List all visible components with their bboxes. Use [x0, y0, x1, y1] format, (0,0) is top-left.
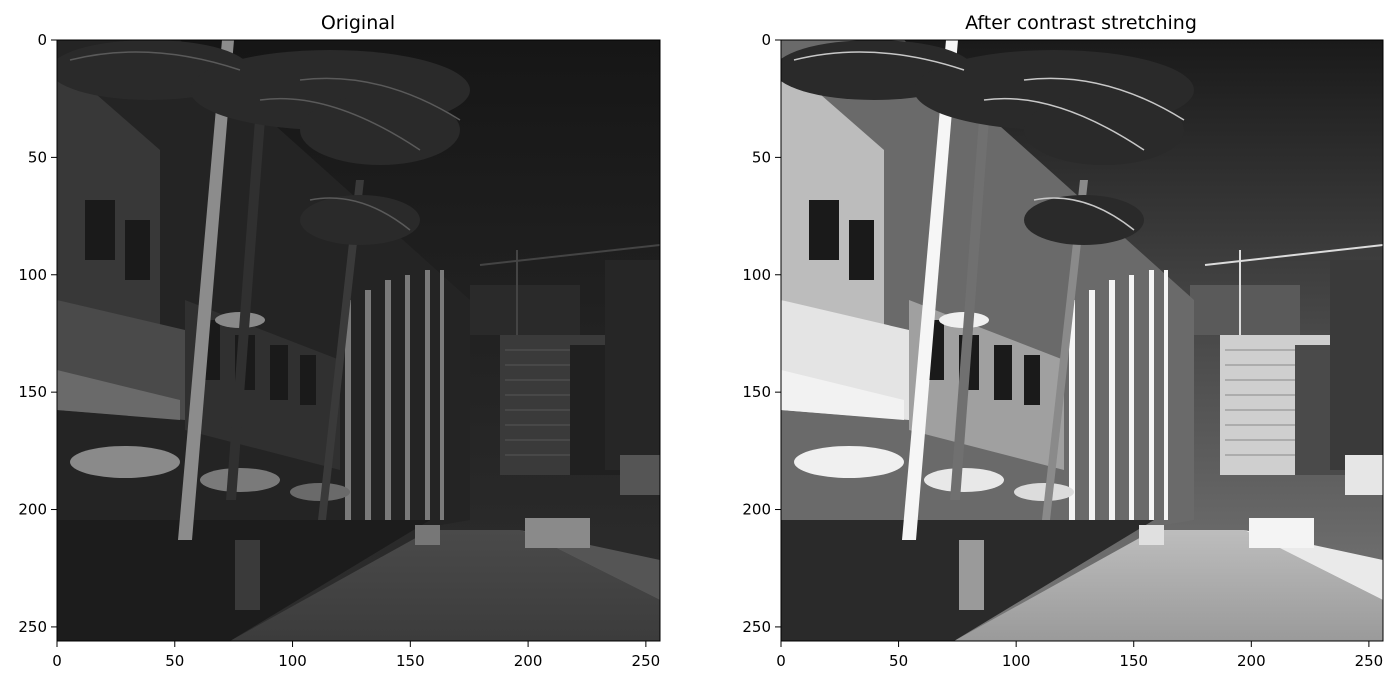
- x-tick-label: 250: [632, 652, 661, 670]
- x-tick-label: 150: [1119, 652, 1148, 670]
- x-tick-label: 100: [278, 652, 307, 670]
- y-tick-label: 200: [742, 501, 771, 519]
- x-tick-label: 0: [52, 652, 62, 670]
- x-tick-label: 200: [514, 652, 543, 670]
- y-tick-label: 150: [18, 383, 47, 401]
- x-tick-label: 50: [165, 652, 184, 670]
- y-tick-label: 100: [18, 266, 47, 284]
- panel-title: After contrast stretching: [965, 12, 1197, 34]
- panel-stretched: After contrast stretching: [742, 12, 1384, 670]
- y-tick-label: 0: [37, 31, 47, 49]
- street-photo-stretched: [781, 40, 1383, 641]
- x-tick-label: 0: [776, 652, 786, 670]
- street-photo-original: [57, 40, 660, 641]
- y-tick-label: 50: [752, 148, 771, 166]
- x-tick-label: 250: [1355, 652, 1384, 670]
- x-tick-label: 150: [396, 652, 425, 670]
- y-tick-label: 100: [742, 266, 771, 284]
- y-tick-label: 50: [28, 148, 47, 166]
- y-tick-label: 250: [742, 618, 771, 636]
- axes-frame: [780, 39, 1384, 642]
- y-tick-label: 250: [18, 618, 47, 636]
- x-tick-label: 100: [1002, 652, 1031, 670]
- x-tick-label: 50: [889, 652, 908, 670]
- axes-frame: [56, 39, 661, 642]
- panel-title: Original: [321, 12, 395, 34]
- y-tick-label: 150: [742, 383, 771, 401]
- y-tick-label: 200: [18, 501, 47, 519]
- x-tick-label: 200: [1237, 652, 1266, 670]
- y-tick-label: 0: [761, 31, 771, 49]
- panel-original: Original: [18, 12, 661, 670]
